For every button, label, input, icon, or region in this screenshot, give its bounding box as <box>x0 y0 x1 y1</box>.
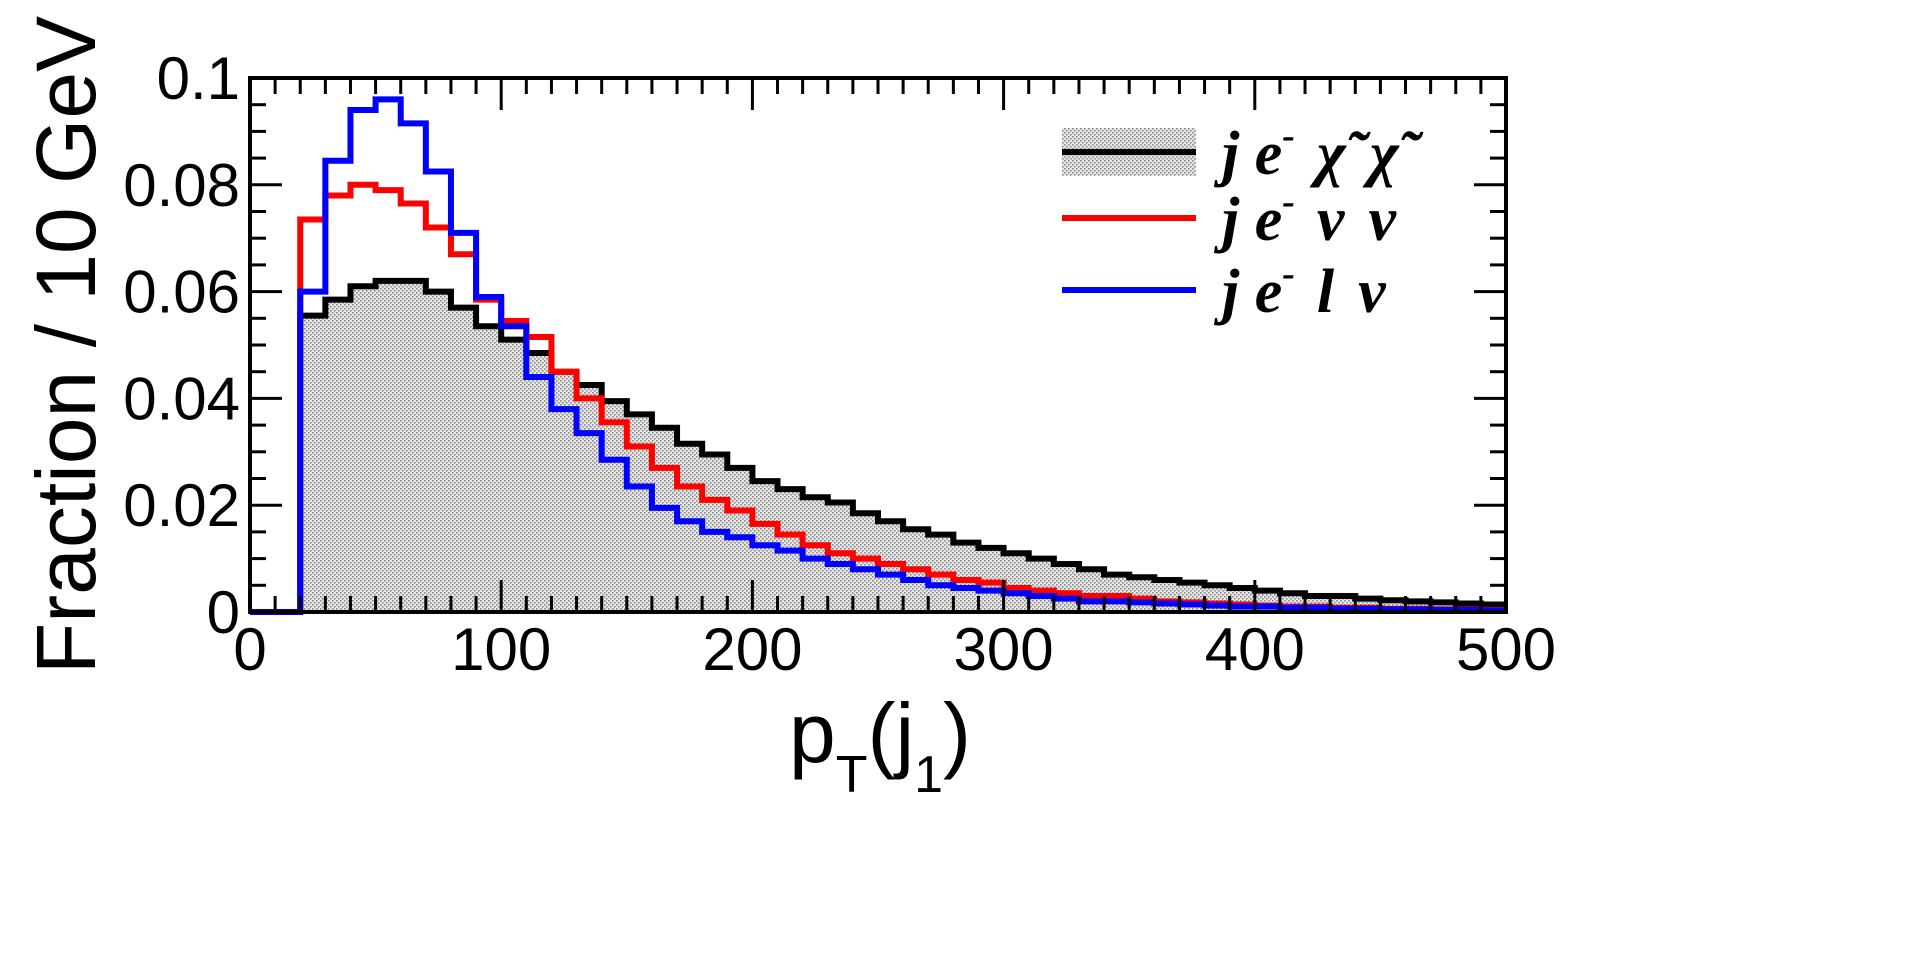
x-axis-title: pT(j1) <box>789 686 971 804</box>
series-fill-0 <box>250 280 1506 612</box>
y-tick-label: 0.02 <box>123 472 240 539</box>
tick-labels: 0 100 200 300 400 500 0 0.02 0.04 0.06 0.08 0.1 <box>123 45 1556 683</box>
x-axis-title-open: (j <box>867 686 914 780</box>
legend-label-1: j e-ν ν <box>1213 181 1397 254</box>
y-tick-label: 0.1 <box>157 45 240 112</box>
x-axis-title-sub: T <box>836 746 868 804</box>
x-tick-label: 100 <box>451 616 551 683</box>
x-tick-label: 300 <box>954 616 1054 683</box>
x-tick-label: 400 <box>1205 616 1305 683</box>
x-tick-label: 200 <box>702 616 802 683</box>
legend-label-2: j e-l ν <box>1213 253 1387 326</box>
y-axis-title: Fraction / 10 GeV <box>19 16 113 674</box>
fill-layer <box>250 280 1506 612</box>
legend: j e-χ̃ χ̃j e-ν νj e-l ν <box>1062 115 1424 326</box>
y-tick-label: 0.08 <box>123 152 240 219</box>
y-tick-label: 0.06 <box>123 259 240 326</box>
x-tick-label: 0 <box>233 616 266 683</box>
x-axis-title-sub2: 1 <box>914 746 943 804</box>
y-tick-label: 0.04 <box>123 365 240 432</box>
x-axis-title-close: ) <box>943 686 971 780</box>
legend-label-0: j e-χ̃ χ̃ <box>1213 115 1424 188</box>
y-tick-label: 0 <box>207 579 240 646</box>
x-axis-title-main: p <box>789 686 836 780</box>
plot-area <box>248 76 1508 615</box>
x-tick-label: 500 <box>1456 616 1556 683</box>
series-line-0 <box>250 277 1506 615</box>
series-line-2 <box>250 96 1506 615</box>
plot-frame <box>248 76 1508 614</box>
